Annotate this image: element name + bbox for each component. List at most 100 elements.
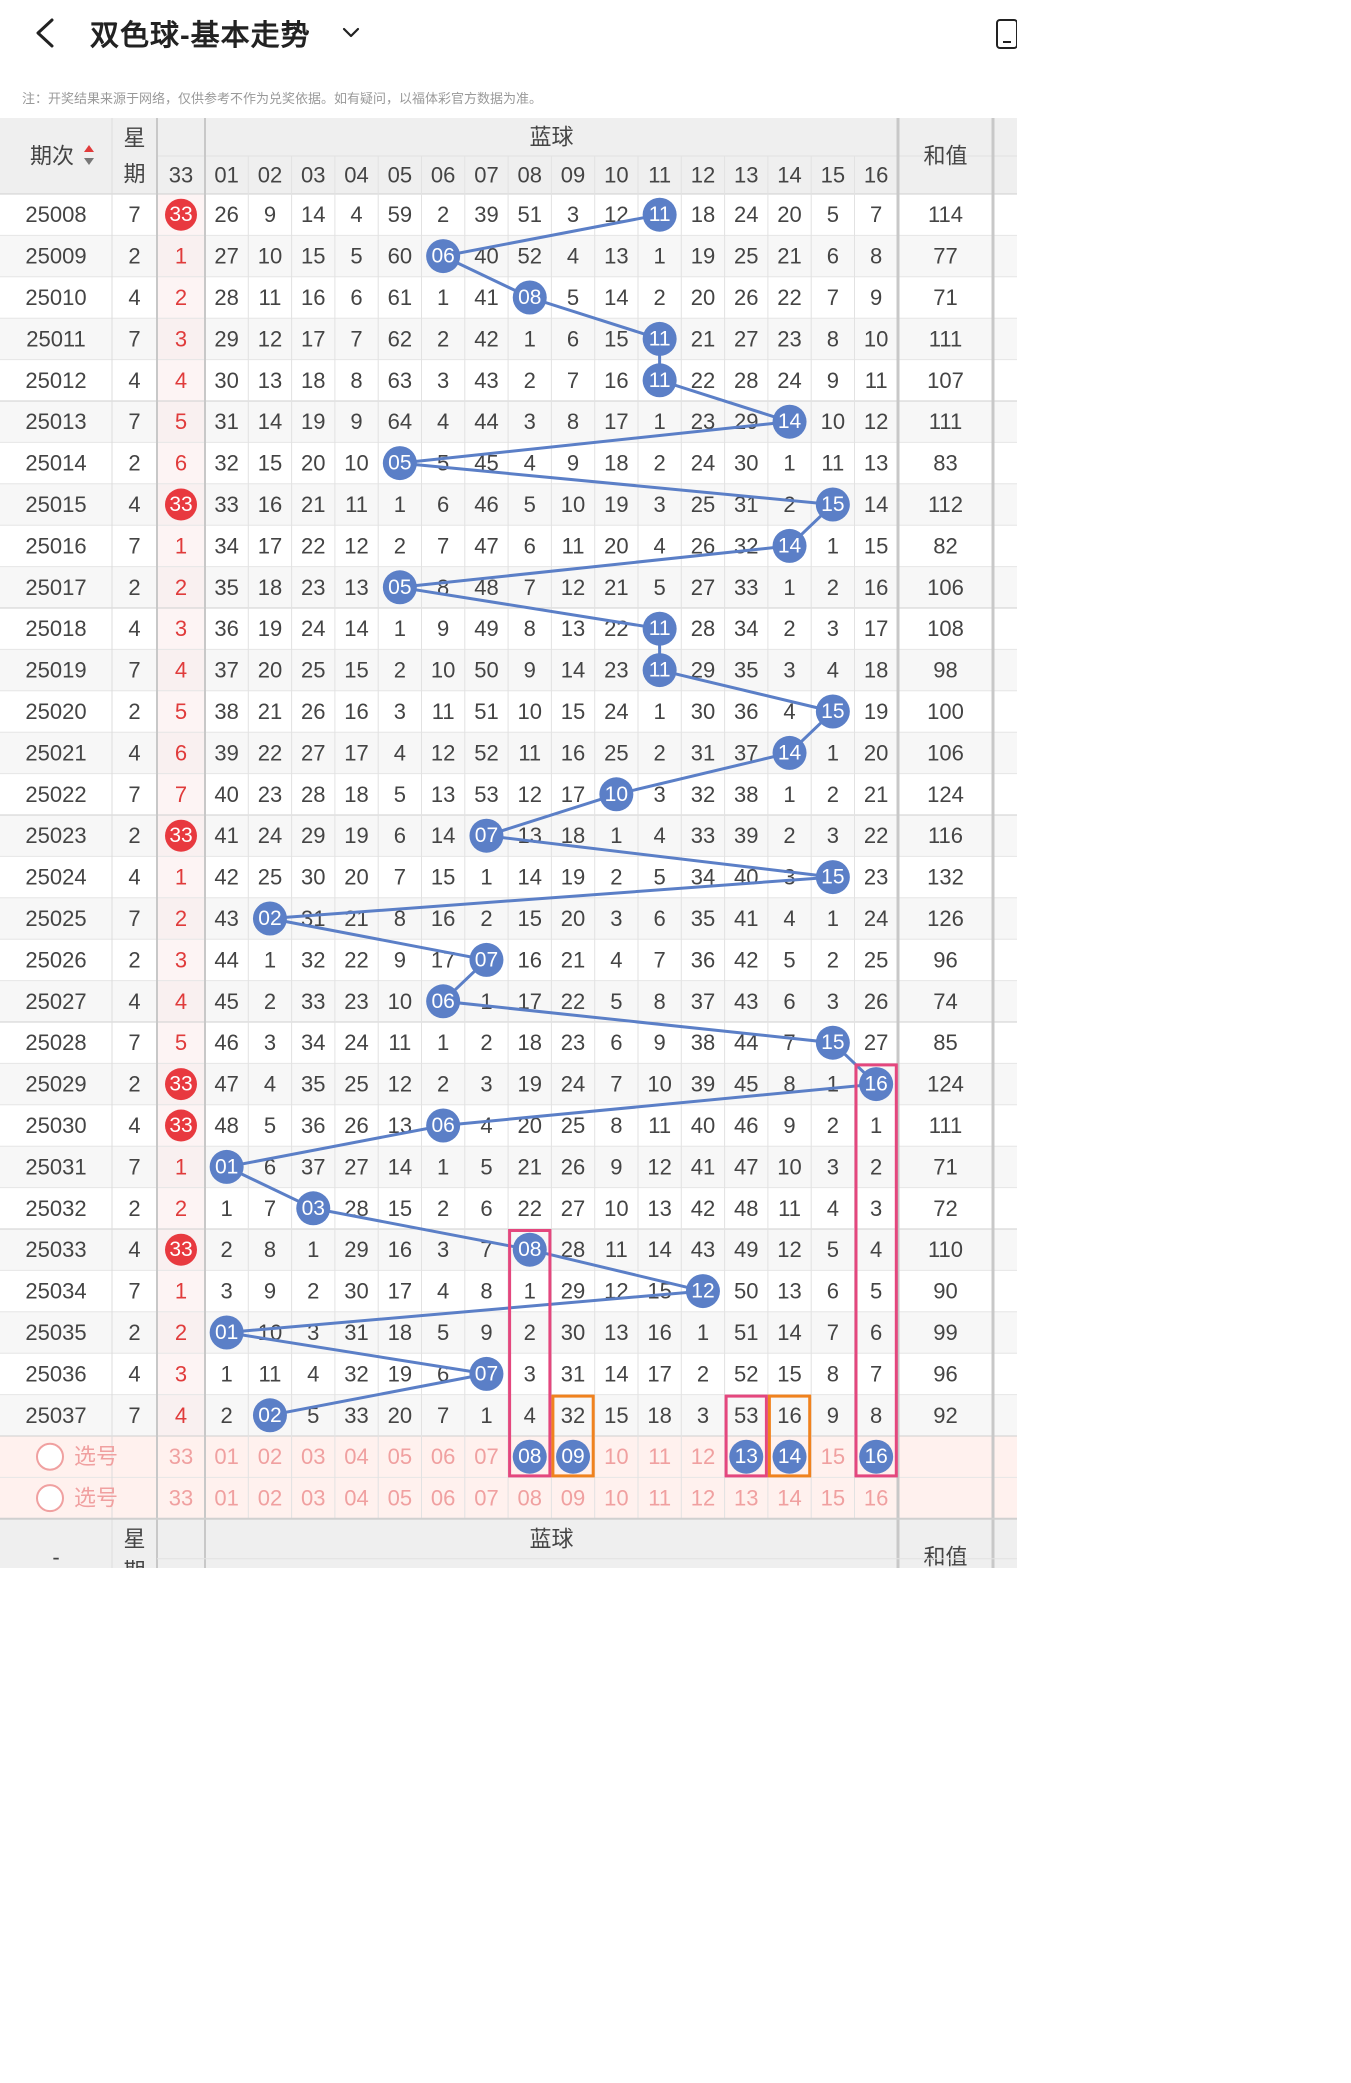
sum-cell: 82: [933, 533, 957, 558]
select-cell[interactable]: 15: [821, 1486, 845, 1511]
miss-cell: 43: [474, 368, 498, 393]
select-cell[interactable]: 06: [431, 1486, 455, 1511]
select-cell[interactable]: 03: [301, 1486, 325, 1511]
select-cell[interactable]: 04: [344, 1486, 368, 1511]
select-cell[interactable]: 11: [648, 1486, 671, 1511]
phone-button[interactable]: [994, 18, 1018, 50]
miss-cell: 2: [480, 1030, 492, 1055]
miss-cell: 36: [301, 1113, 325, 1138]
blue-ball-label: 11: [649, 203, 671, 226]
miss-cell: 2: [264, 989, 276, 1014]
select-cell[interactable]: 01: [214, 1486, 238, 1511]
weekday-cell: 2: [128, 1320, 140, 1345]
miss-cell: 2: [437, 1196, 449, 1221]
blue-ball: [469, 942, 504, 977]
select-cell[interactable]: 15: [821, 1444, 845, 1469]
blue-ball: [469, 818, 504, 853]
select-cell[interactable]: 13: [734, 1486, 758, 1511]
miss-cell: 18: [864, 658, 888, 683]
select-cell[interactable]: 03: [301, 1444, 325, 1469]
miss-cell: 22: [777, 285, 801, 310]
period-cell: 25016: [25, 533, 86, 558]
select-cell[interactable]: 08: [518, 1486, 542, 1511]
blue-ball: [426, 239, 461, 274]
miss-cell: 32: [301, 947, 325, 972]
select-cell[interactable]: 16: [864, 1486, 888, 1511]
miss-cell: 21: [518, 1154, 542, 1179]
miss-cell: 19: [691, 244, 715, 269]
weekday-cell: 7: [128, 782, 140, 807]
select-cell[interactable]: 02: [258, 1444, 282, 1469]
table-row: 25026 2 3 44 1 32 22 9 17 16 21 4 7 36 42 5 2 25 96: [25, 947, 957, 972]
miss-cell: 6: [654, 906, 666, 931]
column-header-blue-08: 08: [518, 163, 542, 188]
miss-cell: 63: [388, 368, 412, 393]
miss-cell: 25: [344, 1072, 368, 1097]
miss-cell: 37: [691, 989, 715, 1014]
blue-ball-label: 15: [821, 866, 844, 889]
miss-cell: 12: [388, 1072, 412, 1097]
selected-ball[interactable]: [512, 1439, 547, 1474]
title-dropdown-button[interactable]: [336, 18, 366, 48]
select-cell[interactable]: 05: [388, 1444, 412, 1469]
miss-cell: 1: [394, 616, 406, 641]
miss-cell: 23: [604, 658, 628, 683]
sum-cell: 74: [933, 989, 957, 1014]
sum-cell: 106: [927, 575, 964, 600]
miss-cell: 5: [870, 1279, 882, 1304]
miss-cell: 9: [827, 368, 839, 393]
miss-cell: 24: [864, 906, 888, 931]
selected-ball[interactable]: [729, 1439, 764, 1474]
blue-ball-label: 02: [258, 907, 281, 930]
select-cell[interactable]: 07: [474, 1444, 498, 1469]
miss-cell: 11: [259, 1361, 282, 1386]
miss-cell: 49: [474, 616, 498, 641]
column-header-blue-07: 07: [474, 163, 498, 188]
weekday-cell: 7: [128, 1279, 140, 1304]
select-cell[interactable]: 10: [604, 1444, 628, 1469]
select-cell[interactable]: 04: [344, 1444, 368, 1469]
selected-ball[interactable]: [556, 1439, 591, 1474]
miss-cell: 22: [344, 947, 368, 972]
miss-cell: 1: [480, 989, 492, 1014]
sort-arrows-icon[interactable]: [84, 145, 94, 165]
select-row[interactable]: 选号 33 01 02 03 04 05 06 07 08 09 10 11 12 13 14 15 16: [36, 1484, 888, 1513]
miss-cell: 13: [604, 244, 628, 269]
select-cell[interactable]: 01: [214, 1444, 238, 1469]
select-cell[interactable]: 05: [388, 1486, 412, 1511]
radio-circle-icon[interactable]: [36, 1484, 64, 1513]
grid-lines: [0, 118, 1017, 1568]
blue-ball: [685, 1274, 720, 1309]
miss-cell: 27: [691, 575, 715, 600]
column-header-blue-16: 16: [864, 163, 888, 188]
weekday-cell: 4: [128, 865, 140, 890]
select-cell[interactable]: 10: [604, 1486, 628, 1511]
select-cell[interactable]: 12: [691, 1486, 715, 1511]
select-cell[interactable]: 12: [691, 1444, 715, 1469]
select-cell[interactable]: 06: [431, 1444, 455, 1469]
miss-cell: 3: [567, 202, 579, 227]
weekday-cell: 7: [128, 658, 140, 683]
period-cell: 25034: [25, 1279, 86, 1304]
back-button[interactable]: [28, 14, 64, 52]
blue-ball: [252, 901, 287, 936]
selected-ball[interactable]: [859, 1439, 894, 1474]
miss-cell: 3: [783, 865, 795, 890]
select-row[interactable]: 选号 33 01 02 03 04 05 06 07 08 09 10 11 12 13 14 15 16: [36, 1439, 894, 1474]
footer-period-placeholder: -: [52, 1544, 59, 1568]
select-cell[interactable]: 07: [474, 1486, 498, 1511]
select-cell[interactable]: 11: [648, 1444, 671, 1469]
miss-cell: 1: [870, 1113, 882, 1138]
weekday-cell: 7: [128, 533, 140, 558]
weekday-cell: 2: [128, 699, 140, 724]
miss-cell: 41: [214, 823, 238, 848]
miss-cell: 24: [258, 823, 282, 848]
select-cell[interactable]: 09: [561, 1486, 585, 1511]
miss-cell: 5: [264, 1113, 276, 1138]
red-ball: [165, 1068, 197, 1101]
selected-ball[interactable]: [772, 1439, 807, 1474]
period-cell: 25013: [25, 409, 86, 434]
radio-circle-icon[interactable]: [36, 1442, 64, 1471]
select-cell[interactable]: 14: [777, 1486, 801, 1511]
select-cell[interactable]: 02: [258, 1486, 282, 1511]
